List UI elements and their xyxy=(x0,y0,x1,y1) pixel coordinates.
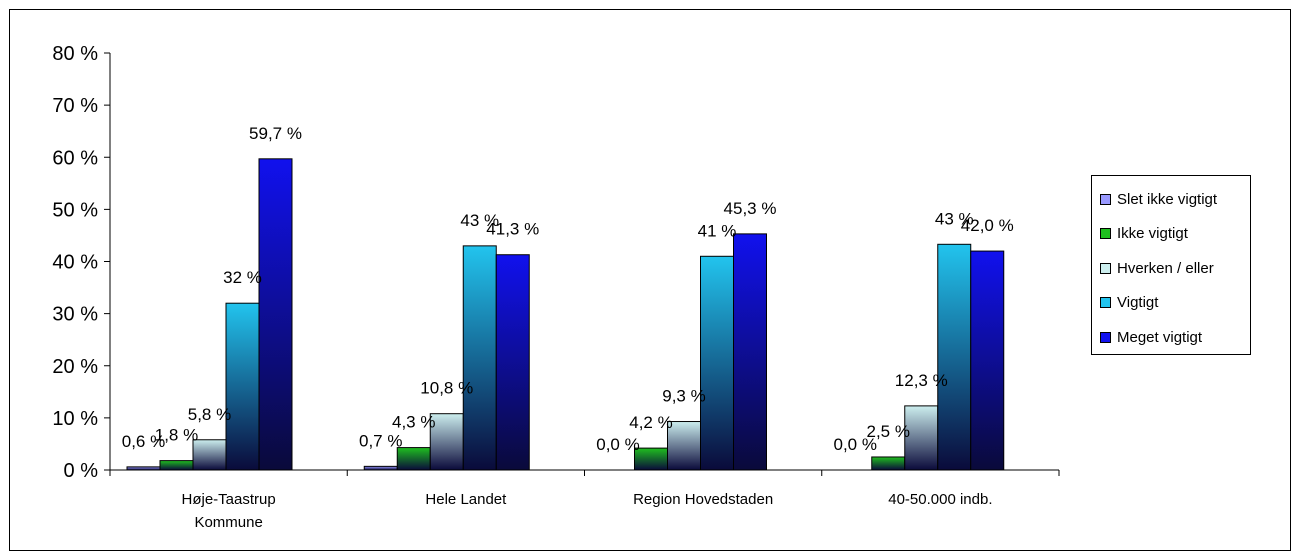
x-tick-label: 40-50.000 indb. xyxy=(888,491,992,508)
bar xyxy=(904,405,939,471)
data-label: 43 % xyxy=(460,211,499,230)
data-label: 12,3 % xyxy=(895,371,948,390)
y-tick-label: 40 % xyxy=(52,252,98,274)
data-label: 0,0 % xyxy=(834,435,877,454)
data-label: 43 % xyxy=(935,209,974,228)
legend-label: Vigtigt xyxy=(1117,294,1159,312)
data-label: 41,3 % xyxy=(486,220,539,239)
bar xyxy=(126,466,161,471)
data-label: 4,3 % xyxy=(392,413,435,432)
data-label: 4,2 % xyxy=(629,413,672,432)
legend-label: Slet ikke vigtigt xyxy=(1117,190,1218,208)
bar xyxy=(667,421,701,471)
data-label: 2,5 % xyxy=(867,422,910,441)
y-tick-label: 20 % xyxy=(52,356,98,378)
data-label: 59,7 % xyxy=(249,124,302,143)
bar xyxy=(970,250,1005,471)
y-tick-label: 10 % xyxy=(52,408,98,430)
data-label: 10,8 % xyxy=(420,379,473,398)
bar xyxy=(462,245,497,471)
bar xyxy=(700,255,734,471)
legend-item: Hverken / eller xyxy=(1092,251,1250,286)
data-label: 42,0 % xyxy=(961,216,1014,235)
bar xyxy=(733,233,767,471)
chart-legend: Slet ikke vigtigt Ikke vigtigt Hverken /… xyxy=(1091,175,1251,355)
x-tick-label: Region Hovedstaden xyxy=(633,491,773,508)
y-tick-label: 80 % xyxy=(52,43,98,65)
x-tick-label: Høje-Taastrup Kommune xyxy=(182,491,276,531)
legend-label: Meget vigtigt xyxy=(1117,328,1203,346)
legend-swatch xyxy=(1100,228,1111,240)
bar xyxy=(192,439,227,471)
bar xyxy=(396,447,431,471)
y-tick-label: 70 % xyxy=(52,95,98,117)
x-tick-label: Hele Landet xyxy=(425,491,507,508)
bar xyxy=(159,460,194,471)
legend-swatch xyxy=(1100,193,1111,205)
legend-swatch xyxy=(1100,262,1111,274)
bar xyxy=(258,158,293,471)
bar xyxy=(429,413,464,471)
data-label: 0,6 % xyxy=(122,432,165,451)
bar xyxy=(495,254,530,471)
chart-frame: 0 % 10 % 20 % 30 % 40 % 50 % 60 % 70 % 80 % Høje-… xyxy=(9,9,1291,551)
legend-label: Hverken / eller xyxy=(1117,259,1214,277)
data-label: 5,8 % xyxy=(188,405,231,424)
data-label: 32 % xyxy=(223,268,262,287)
legend-item: Meget vigtigt xyxy=(1092,320,1250,355)
legend-item: Slet ikke vigtigt xyxy=(1092,182,1250,217)
chart-plot: 0 % 10 % 20 % 30 % 40 % 50 % 60 % 70 % 80 % Høje-… xyxy=(52,43,1060,531)
legend-item: Ikke vigtigt xyxy=(1092,217,1250,252)
legend-swatch xyxy=(1100,297,1111,309)
y-tick-label: 60 % xyxy=(52,147,98,169)
data-label: 0,0 % xyxy=(596,435,639,454)
legend-item: Vigtigt xyxy=(1092,286,1250,321)
data-label: 9,3 % xyxy=(662,387,705,406)
bar xyxy=(225,302,260,471)
y-tick-label: 50 % xyxy=(52,199,98,221)
data-label: 41 % xyxy=(698,221,737,240)
data-label: 0,7 % xyxy=(359,431,402,450)
legend-swatch xyxy=(1100,331,1111,343)
bar xyxy=(363,465,398,471)
y-tick-label: 30 % xyxy=(52,304,98,326)
y-tick-label: 0 % xyxy=(64,460,99,482)
data-label: 1,8 % xyxy=(155,426,198,445)
legend-label: Ikke vigtigt xyxy=(1117,225,1188,243)
data-label: 45,3 % xyxy=(724,199,777,218)
bar xyxy=(937,243,972,471)
bar xyxy=(871,456,906,471)
